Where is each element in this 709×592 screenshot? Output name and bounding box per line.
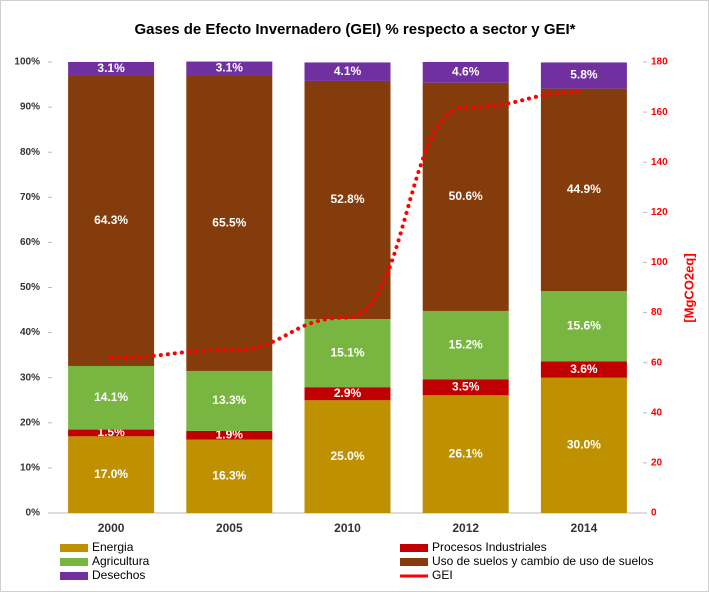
- y-tick-label: 80%: [20, 147, 40, 158]
- line-series: [109, 90, 586, 360]
- value-label: 3.1%: [97, 61, 125, 75]
- value-label: 3.1%: [216, 61, 244, 75]
- y-tick-label: 20%: [20, 417, 40, 428]
- bar-segment: [186, 75, 273, 371]
- bar-segment: [186, 61, 273, 76]
- y2-tick-label: 160: [651, 107, 668, 118]
- y-tick-label: 10%: [20, 463, 40, 474]
- bar-segment: [68, 436, 155, 513]
- x-tick-label: 2012: [452, 521, 479, 535]
- legend-swatch: [400, 558, 428, 566]
- value-label: 26.1%: [449, 446, 483, 460]
- legend-swatch: [60, 558, 88, 566]
- bar-segment: [422, 310, 509, 380]
- bar-segment: [68, 429, 155, 437]
- y-tick-label: 40%: [20, 327, 40, 338]
- y2-tick-label: 20: [651, 458, 663, 469]
- bar-segment: [540, 361, 627, 378]
- bar-segment: [186, 439, 273, 513]
- bar-segment: [304, 80, 391, 320]
- value-label: 3.5%: [452, 380, 480, 394]
- y2-tick-label: 40: [651, 407, 663, 418]
- value-label: 30.0%: [567, 438, 601, 452]
- bar-segment: [68, 62, 155, 76]
- y-tick-label: 70%: [20, 192, 40, 203]
- x-tick-label: 2010: [334, 521, 361, 535]
- bar-segment: [422, 395, 509, 513]
- y-tick-label: 50%: [20, 282, 40, 293]
- x-tick-label: 2000: [98, 521, 125, 535]
- value-label: 14.1%: [94, 390, 128, 404]
- y2-tick-label: 140: [651, 157, 668, 168]
- value-label: 50.6%: [449, 189, 483, 203]
- value-label: 13.3%: [212, 393, 246, 407]
- x-tick-label: 2014: [571, 521, 598, 535]
- y-tick-label: 30%: [20, 372, 40, 383]
- y-tick-label: 0%: [26, 508, 41, 519]
- legend-label: GEI: [432, 568, 453, 582]
- legend-label: Desechos: [92, 568, 145, 582]
- bar-segment: [186, 430, 273, 440]
- y2-tick-label: 80: [651, 307, 663, 318]
- value-label: 44.9%: [567, 182, 601, 196]
- y2-axis-label: [MgCO2eq]: [681, 253, 696, 322]
- bar-segment: [304, 319, 391, 388]
- y-tick-label: 90%: [20, 102, 40, 113]
- y-tick-label: 60%: [20, 237, 40, 248]
- value-label: 52.8%: [330, 192, 364, 206]
- legend-swatch: [400, 544, 428, 552]
- value-label: 5.8%: [570, 68, 598, 82]
- y2-tick-label: 180: [651, 57, 668, 68]
- value-label: 15.1%: [330, 345, 364, 359]
- bar-segment: [422, 82, 509, 311]
- legend-label: Procesos Industriales: [432, 540, 547, 554]
- y2-tick-label: 120: [651, 207, 668, 218]
- bar-segment: [540, 62, 627, 89]
- legend-label: Agricultura: [92, 554, 150, 568]
- bar-segment: [304, 62, 391, 81]
- value-label: 15.2%: [449, 337, 483, 351]
- value-label: 3.6%: [570, 362, 598, 376]
- value-label: 16.3%: [212, 468, 246, 482]
- x-tick-label: 2005: [216, 521, 243, 535]
- bar-segment: [540, 291, 627, 362]
- value-label: 15.6%: [567, 318, 601, 332]
- value-label: 65.5%: [212, 215, 246, 229]
- bar-segment: [540, 88, 627, 292]
- bar-segment: [540, 377, 627, 513]
- value-label: 4.1%: [334, 64, 362, 78]
- bar-segment: [422, 379, 509, 396]
- chart-title: Gases de Efecto Invernadero (GEI) % resp…: [135, 21, 576, 38]
- legend-swatch: [60, 544, 88, 552]
- legend-swatch: [60, 572, 88, 580]
- legend-label: Uso de suelos y cambio de uso de suelos: [432, 554, 653, 568]
- y2-tick-label: 100: [651, 257, 668, 268]
- legend-label: Energia: [92, 540, 134, 554]
- value-label: 25.0%: [330, 449, 364, 463]
- y2-tick-label: 0: [651, 508, 657, 519]
- bar-segment: [186, 370, 273, 431]
- y2-tick-label: 60: [651, 357, 663, 368]
- value-label: 17.0%: [94, 467, 128, 481]
- value-label: 2.9%: [334, 386, 362, 400]
- bar-segment: [304, 387, 391, 401]
- bar-segment: [422, 62, 509, 83]
- bar-segment: [68, 365, 155, 430]
- value-label: 64.3%: [94, 213, 128, 227]
- y-tick-label: 100%: [14, 57, 40, 68]
- bar-segment: [68, 75, 155, 366]
- bar-segment: [304, 400, 391, 513]
- value-label: 4.6%: [452, 65, 480, 79]
